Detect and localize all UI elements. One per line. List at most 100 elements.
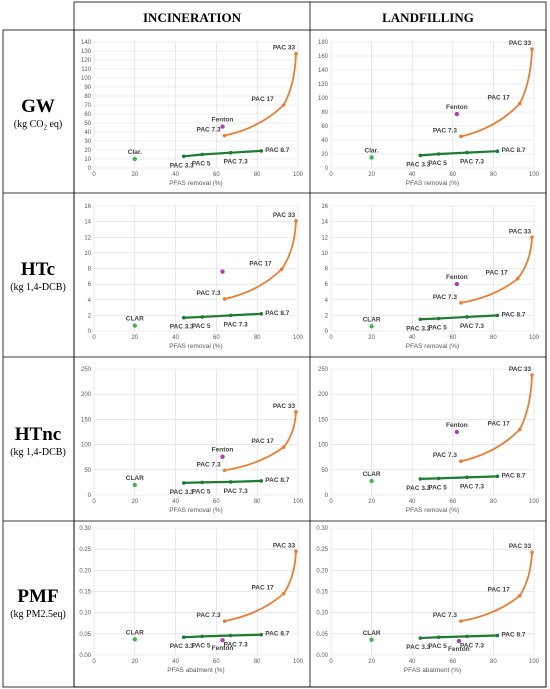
pac-green-point-label: PAC 5 xyxy=(192,323,211,330)
pac-orange-point-label: PAC 17 xyxy=(251,438,274,445)
pac-green-point xyxy=(418,317,423,322)
pac-green-series-line xyxy=(420,634,498,640)
pac-orange-point xyxy=(222,297,227,301)
x-tick-label: 20 xyxy=(368,172,375,178)
y-tick-label: 0 xyxy=(325,329,329,335)
pac-green-point-label: PAC 7.3 xyxy=(224,488,248,495)
x-tick-label: 0 xyxy=(92,499,96,505)
x-tick-label: 100 xyxy=(293,659,304,665)
x-tick-label: 20 xyxy=(131,172,138,178)
x-axis-label: PFAS abatment (%) xyxy=(167,667,224,674)
y-tick-label: 70 xyxy=(84,103,91,109)
pac-orange-point xyxy=(281,445,286,449)
pac-green-point-label: PAC 8.7 xyxy=(265,310,289,317)
pac-orange-point-label: PAC 33 xyxy=(273,403,296,410)
y-tick-label: 140 xyxy=(318,68,329,74)
pac-green-point xyxy=(200,634,204,639)
pac-green-series-line xyxy=(183,479,262,485)
y-tick-label: 12 xyxy=(321,235,328,241)
fenton-point xyxy=(454,111,460,117)
y-tick-label: 6 xyxy=(88,282,92,288)
pac-orange-point xyxy=(294,410,298,414)
pac-orange-point-label: PAC 7.3 xyxy=(197,461,221,468)
fenton-point-label: Fenton xyxy=(212,117,234,124)
x-axis-label: PFAS removal (%) xyxy=(406,343,459,350)
pac-green-point xyxy=(495,149,500,153)
row-title: GW xyxy=(21,96,55,117)
pac-orange-point-label: PAC 7.3 xyxy=(197,290,221,297)
pac-green-point xyxy=(259,149,264,153)
y-tick-label: 0.20 xyxy=(316,568,328,574)
pac-orange-point-label: PAC 33 xyxy=(273,212,296,219)
pac-orange-point-label: PAC 33 xyxy=(509,366,532,373)
pac-green-point xyxy=(200,480,204,485)
pac-orange-point-label: PAC 33 xyxy=(273,45,296,52)
clar-point-label: CLAR xyxy=(363,630,381,637)
y-tick-label: 50 xyxy=(321,468,328,474)
row-label-pmf: PMF (kg PM2.5eq) xyxy=(10,586,66,620)
y-tick-label: 250 xyxy=(81,367,92,373)
y-tick-label: 2 xyxy=(88,313,92,319)
pac-green-point-label: PAC 3.3 xyxy=(170,162,194,169)
pac-orange-point-label: PAC 33 xyxy=(509,40,532,47)
pac-green-point xyxy=(418,153,423,158)
x-tick-label: 40 xyxy=(172,172,179,178)
pac-orange-point-label: PAC 17 xyxy=(485,270,508,277)
pac-orange-point-label: PAC 17 xyxy=(488,587,511,594)
pac-orange-point xyxy=(459,134,463,139)
pac-green-point xyxy=(228,480,233,484)
chart-htnc-incineration: 0 50 100 150 200 250 0 20 40 60 80 100 PFAS removal … xyxy=(81,367,304,514)
y-tick-label: 8 xyxy=(88,267,92,273)
column-header-landfilling: LANDFILLING xyxy=(382,10,474,25)
pac-green-point xyxy=(228,150,233,155)
row-unit: (kg PM2.5eq) xyxy=(10,609,66,620)
x-axis-label: PFAS removal (%) xyxy=(169,180,222,187)
x-tick-label: 60 xyxy=(213,335,220,341)
pac-green-point-label: PAC 7.3 xyxy=(460,159,484,166)
pac-green-point-label: PAC 8.7 xyxy=(265,477,289,484)
pac-green-point xyxy=(181,315,186,320)
pac-orange-point-label: PAC 17 xyxy=(488,95,511,102)
pac-green-point-label: PAC 7.3 xyxy=(460,323,484,330)
x-tick-label: 80 xyxy=(490,172,497,178)
y-tick-label: 40 xyxy=(84,130,91,136)
x-tick-label: 0 xyxy=(92,335,96,341)
pac-green-series-line xyxy=(420,314,498,321)
x-tick-label: 20 xyxy=(368,659,375,665)
y-tick-label: 6 xyxy=(325,282,329,288)
pac-orange-point-label: PAC 7.3 xyxy=(197,127,221,134)
x-tick-label: 40 xyxy=(409,335,416,341)
row-label-htnc: HTnc (kg 1,4-DCB) xyxy=(10,424,66,458)
y-tick-label: 60 xyxy=(321,124,328,130)
x-tick-label: 100 xyxy=(529,335,540,341)
y-tick-label: 100 xyxy=(318,96,329,102)
x-tick-label: 80 xyxy=(254,499,261,505)
y-tick-label: 140 xyxy=(81,40,92,46)
chart-htc-landfilling: 0 2 4 6 8 10 12 14 16 0 20 40 60 80 100 PFAS removal (%… xyxy=(321,204,539,350)
y-tick-label: 0.15 xyxy=(316,590,328,596)
clar-point-label: CLAR xyxy=(126,475,144,482)
pac-green-point-label: PAC 7.3 xyxy=(224,321,248,328)
pac-green-point xyxy=(465,315,469,319)
pac-green-point xyxy=(228,313,233,318)
x-tick-label: 60 xyxy=(213,659,220,665)
fenton-point xyxy=(220,637,225,643)
pac-orange-point-label: PAC 7.3 xyxy=(197,612,221,619)
y-tick-label: 10 xyxy=(84,251,91,257)
row-unit: (kg 1,4-DCB) xyxy=(10,282,66,293)
y-tick-label: 200 xyxy=(318,392,329,398)
pac-green-point-label: PAC 5 xyxy=(428,160,447,167)
clar-point-label: CLAR xyxy=(363,316,381,323)
pac-orange-point-label: PAC 17 xyxy=(251,585,274,592)
x-tick-label: 20 xyxy=(131,499,138,505)
x-tick-label: 0 xyxy=(329,499,333,505)
y-tick-label: 80 xyxy=(321,110,328,116)
y-tick-label: 90 xyxy=(84,85,91,91)
pac-green-point xyxy=(465,634,469,639)
pac-orange-point xyxy=(222,133,227,138)
y-tick-label: 14 xyxy=(321,220,328,226)
x-tick-label: 80 xyxy=(490,335,497,341)
y-tick-label: 0.30 xyxy=(79,526,91,532)
x-tick-label: 40 xyxy=(172,499,179,505)
pac-orange-point-label: PAC 17 xyxy=(488,420,511,427)
